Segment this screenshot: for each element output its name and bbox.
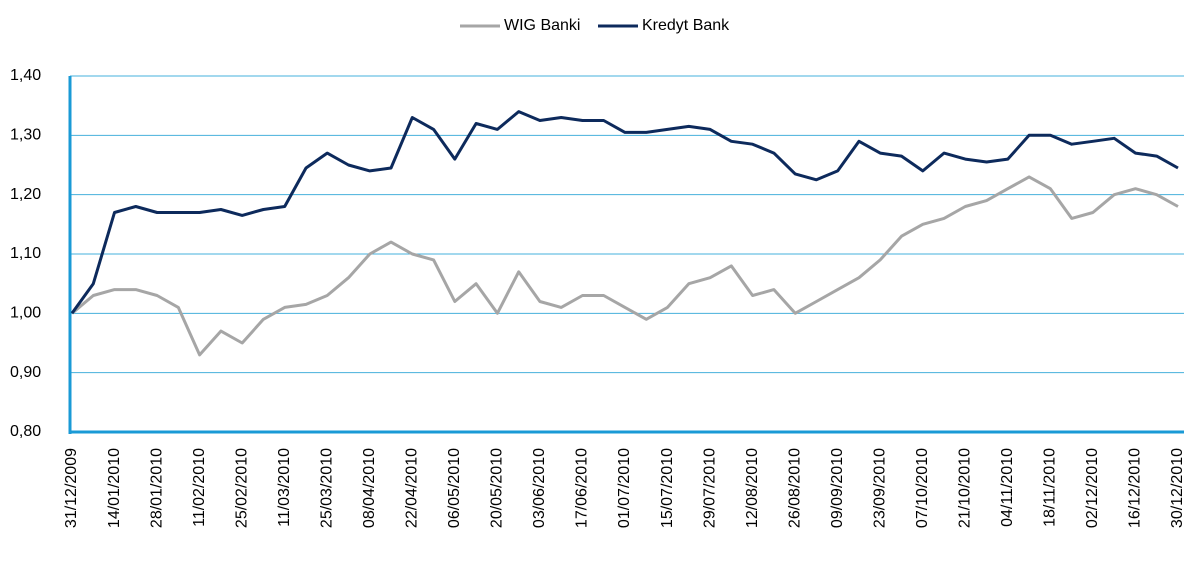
x-tick-label: 11/02/2010 bbox=[191, 448, 208, 527]
y-tick-label: 1,20 bbox=[10, 186, 41, 203]
y-tick-label: 0,80 bbox=[10, 423, 41, 440]
x-tick-label: 31/12/2009 bbox=[63, 448, 80, 528]
x-tick-label: 25/02/2010 bbox=[233, 448, 250, 528]
x-tick-label: 22/04/2010 bbox=[404, 448, 421, 528]
x-tick-label: 17/06/2010 bbox=[574, 448, 591, 528]
data-line bbox=[71, 175, 1179, 357]
x-tick-label: 23/09/2010 bbox=[871, 448, 888, 528]
x-tick-label: 06/05/2010 bbox=[446, 448, 463, 528]
y-tick-label: 1,40 bbox=[10, 67, 41, 84]
x-tick-label: 12/08/2010 bbox=[744, 448, 761, 528]
legend-label: Kredyt Bank bbox=[642, 17, 730, 34]
x-tick-label: 30/12/2010 bbox=[1169, 448, 1184, 528]
y-tick-label: 1,00 bbox=[10, 305, 41, 322]
data-line bbox=[70, 110, 1179, 315]
y-tick-label: 1,10 bbox=[10, 245, 41, 262]
x-tick-label: 16/12/2010 bbox=[1127, 448, 1144, 528]
x-tick-label: 29/07/2010 bbox=[701, 448, 718, 528]
x-tick-label: 02/12/2010 bbox=[1084, 448, 1101, 528]
x-tick-label: 28/01/2010 bbox=[148, 448, 165, 528]
x-tick-label: 08/04/2010 bbox=[361, 448, 378, 528]
x-tick-label: 01/07/2010 bbox=[616, 448, 633, 528]
x-tick-label: 09/09/2010 bbox=[829, 448, 846, 528]
y-tick-label: 1,30 bbox=[10, 127, 41, 144]
y-tick-label: 0,90 bbox=[10, 364, 41, 381]
x-tick-label: 21/10/2010 bbox=[957, 448, 974, 528]
x-tick-label: 20/05/2010 bbox=[489, 448, 506, 528]
x-tick-label: 26/08/2010 bbox=[786, 448, 803, 528]
x-tick-label: 11/03/2010 bbox=[276, 448, 293, 527]
x-tick-label: 18/11/2010 bbox=[1042, 448, 1059, 527]
x-tick-label: 07/10/2010 bbox=[914, 448, 931, 528]
legend-label: WIG Banki bbox=[504, 17, 580, 34]
x-tick-label: 25/03/2010 bbox=[318, 448, 335, 528]
x-tick-label: 04/11/2010 bbox=[999, 448, 1016, 527]
x-tick-label: 14/01/2010 bbox=[106, 448, 123, 528]
x-tick-label: 15/07/2010 bbox=[659, 448, 676, 528]
x-tick-label: 03/06/2010 bbox=[531, 448, 548, 528]
